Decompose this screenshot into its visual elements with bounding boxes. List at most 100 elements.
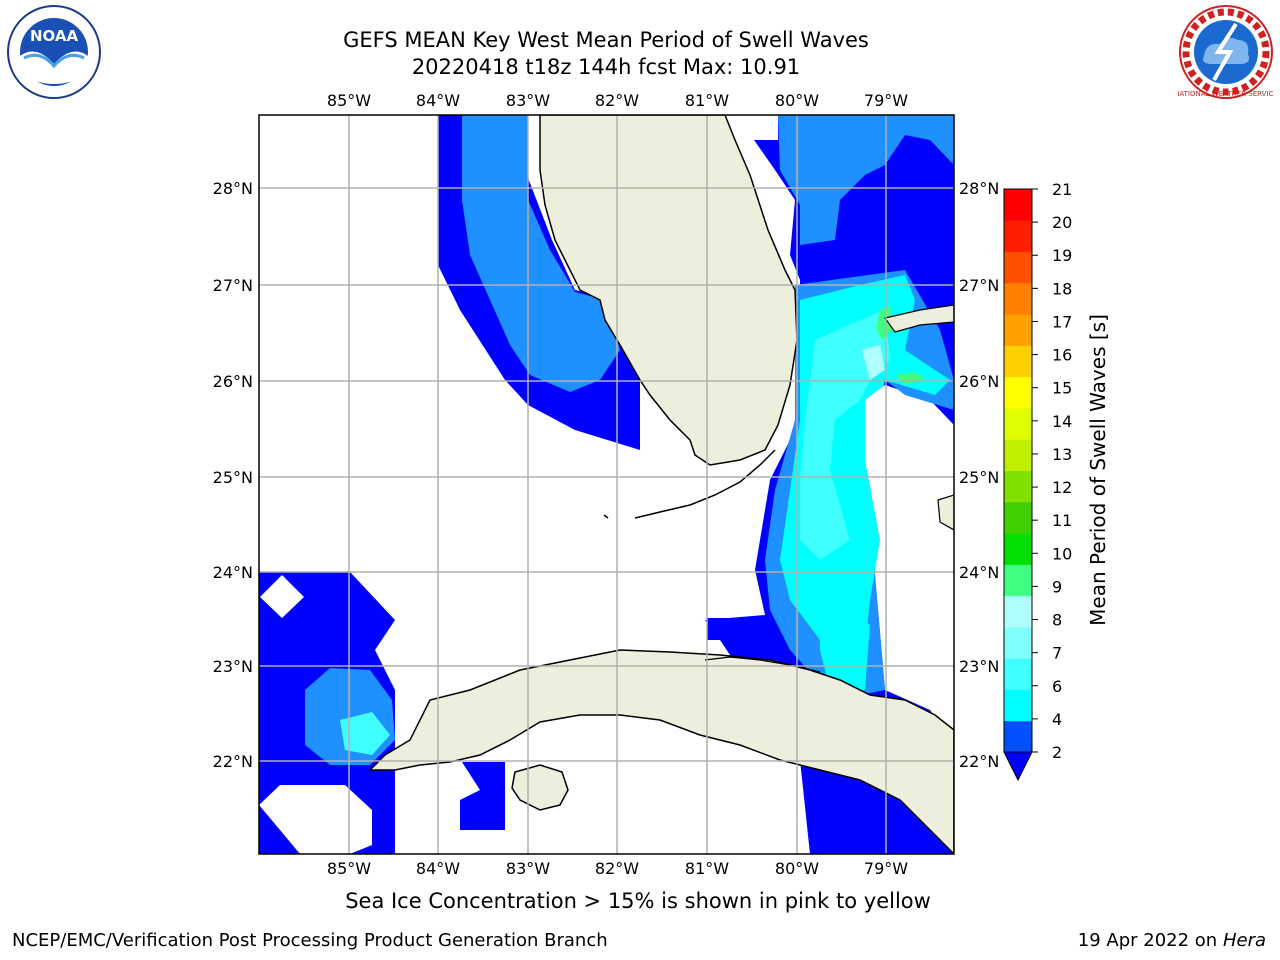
- lon-labels-top: 85°W 84°W 83°W 82°W 81°W 80°W 79°W: [327, 91, 908, 110]
- colorbar-segment: [1004, 251, 1032, 284]
- lon-label: 79°W: [864, 859, 908, 878]
- map-field: [259, 115, 954, 854]
- field-white-gap-north: [754, 115, 778, 140]
- lat-label: 25°N: [959, 468, 999, 487]
- lon-label: 85°W: [327, 91, 371, 110]
- colorbar-segment: [1004, 501, 1032, 534]
- lon-label: 81°W: [685, 859, 729, 878]
- land-bahamas-andros: [937, 494, 954, 531]
- land-cuba: [368, 649, 954, 854]
- lat-labels-right: 28°N 27°N 26°N 25°N 24°N 23°N 22°N: [959, 179, 999, 771]
- lon-label: 82°W: [595, 859, 639, 878]
- lon-label: 85°W: [327, 859, 371, 878]
- map-frame: [258, 114, 955, 855]
- noaa-logo: NOAA: [7, 5, 101, 99]
- field-paleteal-strait: [800, 310, 890, 560]
- lat-label: 23°N: [213, 657, 253, 676]
- land-keys-west: [603, 514, 609, 519]
- lon-labels-bottom: 85°W 84°W 83°W 82°W 81°W 80°W 79°W: [327, 859, 908, 878]
- colorbar-under-triangle: [1003, 751, 1033, 782]
- nws-logo: NATIONAL WEATHER SERVICE: [1178, 5, 1274, 99]
- colorbar-tick-label: 7: [1052, 644, 1062, 663]
- lat-label: 26°N: [213, 372, 253, 391]
- graticule: [259, 115, 954, 854]
- lon-label: 82°W: [595, 91, 639, 110]
- noaa-logo-text: NOAA: [30, 27, 79, 45]
- land-cuba-cays: [704, 656, 821, 673]
- lon-label: 79°W: [864, 91, 908, 110]
- colorbar-tick-label: 10: [1052, 544, 1072, 563]
- land-isla-juventud: [511, 764, 569, 811]
- colorbar-segment: [1004, 564, 1032, 597]
- colorbar-segment: [1004, 470, 1032, 503]
- footer-date-text: 19 Apr 2022 on: [1077, 930, 1223, 951]
- field-green-spot-1: [876, 305, 892, 340]
- lat-labels-left: 28°N 27°N 26°N 25°N 24°N 23°N 22°N: [213, 179, 253, 771]
- field-white-sw-diamond: [260, 575, 304, 618]
- chart-subtitle: 20220418 t18z 144h fcst Max: 10.91: [411, 55, 801, 79]
- lat-label: 23°N: [959, 657, 999, 676]
- field-blue-patch-keys-south: [707, 618, 765, 640]
- colorbar-segment: [1004, 626, 1032, 659]
- land-florida: [539, 115, 798, 466]
- colorbar-tick-label: 16: [1052, 346, 1072, 365]
- colorbar-tick-label: 17: [1052, 312, 1072, 331]
- colorbar-tick-label: 12: [1052, 478, 1072, 497]
- colorbar-tick-label: 14: [1052, 412, 1072, 431]
- field-lightblue-atlantic: [778, 115, 954, 245]
- colorbar-tick-label: 19: [1052, 246, 1072, 265]
- colorbar-segment: [1004, 314, 1032, 346]
- colorbar-tick-label: 8: [1052, 611, 1062, 630]
- colorbar-segment: [1004, 658, 1032, 690]
- field-blue-patch-sw-cuba: [818, 808, 880, 854]
- field-cyan-south: [820, 605, 870, 690]
- footer-date: 19 Apr 2022 on Hera: [1078, 930, 1266, 951]
- lat-label: 25°N: [213, 468, 253, 487]
- colorbar: 2 4 6 7 8 9 10 11 12 13 14 15 16 17 18 19 20 21: [1003, 180, 1072, 782]
- field-cyan-southwest: [340, 712, 390, 755]
- colorbar-segment: [1004, 376, 1032, 409]
- field-lightblue-gulf-north: [462, 115, 620, 392]
- colorbar-segment: [1004, 533, 1032, 565]
- lat-label: 22°N: [959, 752, 999, 771]
- lat-label: 27°N: [959, 276, 999, 295]
- colorbar-tick-label: 2: [1052, 743, 1062, 762]
- lat-label: 28°N: [959, 179, 999, 198]
- colorbar-segment: [1004, 407, 1032, 440]
- footer-branch: NCEP/EMC/Verification Post Processing Pr…: [12, 930, 608, 951]
- lat-label: 22°N: [213, 752, 253, 771]
- colorbar-tick-label: 18: [1052, 279, 1072, 298]
- lon-label: 83°W: [506, 91, 550, 110]
- lon-label: 81°W: [685, 91, 729, 110]
- footer-host: Hera: [1222, 930, 1266, 951]
- lon-label: 80°W: [775, 91, 819, 110]
- colorbar-segment: [1004, 439, 1032, 471]
- colorbar-segment: [1004, 720, 1032, 753]
- field-white-sw-lower: [259, 785, 372, 854]
- nws-ring-text: NATIONAL WEATHER SERVICE: [1178, 90, 1274, 98]
- colorbar-tick-label: 13: [1052, 445, 1072, 464]
- lat-label: 24°N: [213, 563, 253, 582]
- colorbar-tick-label: 15: [1052, 379, 1072, 398]
- lat-label: 27°N: [213, 276, 253, 295]
- field-paleteal-spot-3: [862, 345, 885, 380]
- field-blue-patch-isle: [460, 762, 505, 830]
- colorbar-segment: [1004, 220, 1032, 253]
- colorbar-segment: [1004, 595, 1032, 628]
- colorbar-tick-label: 20: [1052, 213, 1072, 232]
- chart-title: GEFS MEAN Key West Mean Period of Swell …: [343, 28, 869, 52]
- colorbar-tick-label: 21: [1052, 180, 1072, 199]
- lon-label: 80°W: [775, 859, 819, 878]
- lon-label: 84°W: [416, 859, 460, 878]
- colorbar-segment: [1004, 345, 1032, 378]
- colorbar-tick-label: 6: [1052, 677, 1062, 696]
- colorbar-segment: [1004, 689, 1032, 722]
- colorbar-segment: [1004, 189, 1032, 221]
- colorbar-tick-label: 11: [1052, 511, 1072, 530]
- lat-label: 26°N: [959, 372, 999, 391]
- colorbar-frame: [1003, 188, 1033, 753]
- colorbar-tick-label: 4: [1052, 710, 1062, 729]
- field-white-gap: [865, 385, 885, 470]
- colorbar-title: Mean Period of Swell Waves [s]: [1086, 314, 1110, 626]
